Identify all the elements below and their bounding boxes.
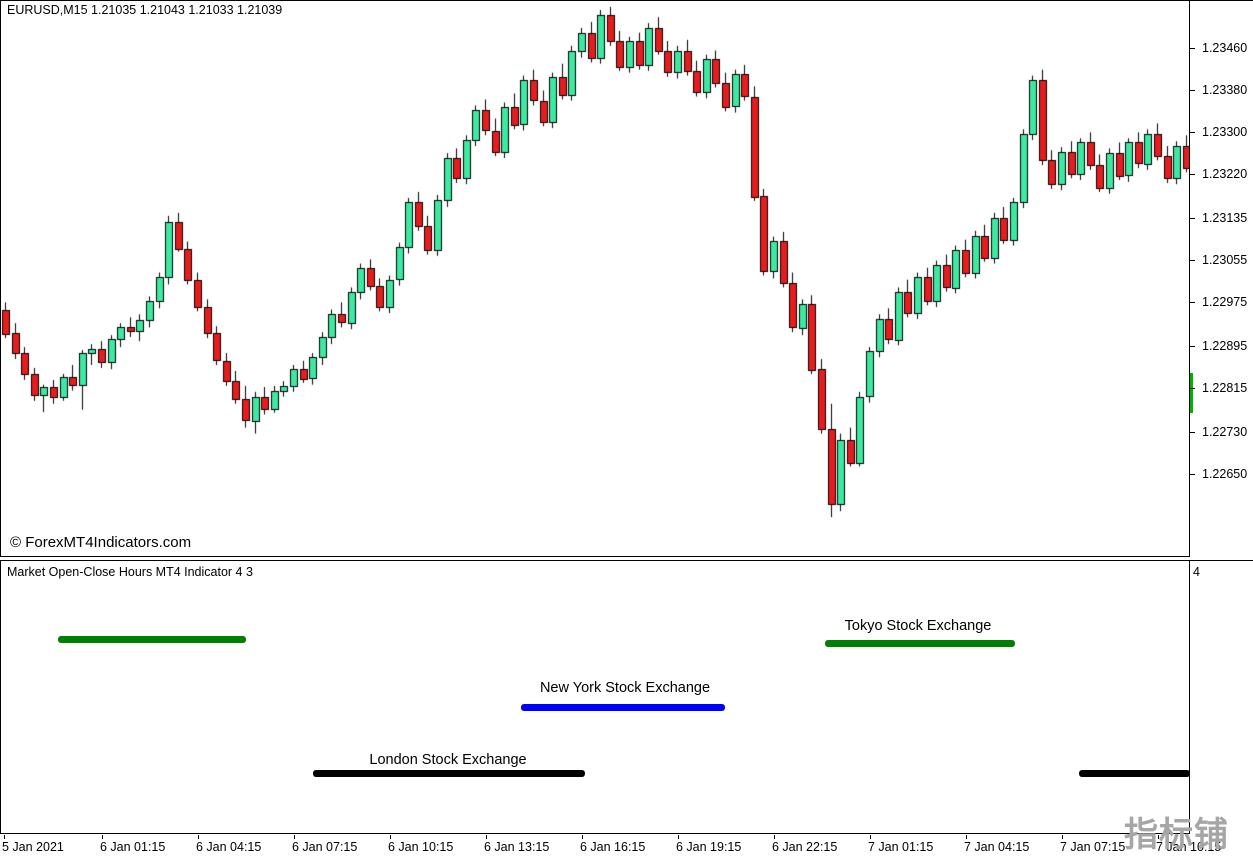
- price-axis-label: 1.22975: [1202, 295, 1248, 309]
- time-tick: [198, 835, 199, 839]
- price-chart-pane[interactable]: EURUSD,M15 1.21035 1.21043 1.21033 1.210…: [0, 0, 1190, 557]
- time-axis-label: 6 Jan 13:15: [484, 840, 550, 854]
- time-axis-label: 6 Jan 19:15: [676, 840, 742, 854]
- time-axis-label: 5 Jan 2021: [2, 840, 64, 854]
- session-bar[interactable]: [58, 636, 246, 643]
- time-axis-label: 7 Jan 04:15: [964, 840, 1030, 854]
- time-tick: [678, 835, 679, 839]
- price-axis-label: 1.22730: [1202, 425, 1248, 439]
- indicator-scale-label: 4: [1193, 565, 1200, 579]
- indicator-subwindow[interactable]: Market Open-Close Hours MT4 Indicator 4 …: [0, 560, 1190, 834]
- price-axis[interactable]: 1.23460 1.23380 1.23300 1.23220 1.23135 1.230…: [1190, 0, 1253, 557]
- current-price-marker: [1190, 373, 1193, 413]
- session-bar[interactable]: [521, 704, 725, 711]
- price-tick: [1190, 388, 1195, 389]
- price-axis-label: 1.23135: [1202, 211, 1248, 225]
- indicator-axis: 4: [1190, 560, 1253, 834]
- session-bar[interactable]: [1079, 770, 1189, 777]
- time-tick: [966, 835, 967, 839]
- price-axis-label: 1.23460: [1202, 41, 1248, 55]
- price-tick: [1190, 90, 1195, 91]
- price-tick: [1190, 474, 1195, 475]
- site-watermark: 指标铺: [1124, 815, 1229, 855]
- price-axis-label: 1.23380: [1202, 83, 1248, 97]
- time-axis-label: 7 Jan 07:15: [1060, 840, 1126, 854]
- time-tick: [294, 835, 295, 839]
- copyright-watermark: © ForexMT4Indicators.com: [10, 534, 192, 551]
- price-tick: [1190, 260, 1195, 261]
- time-axis-label: 6 Jan 16:15: [580, 840, 646, 854]
- price-tick: [1190, 346, 1195, 347]
- price-tick: [1190, 132, 1195, 133]
- time-tick: [4, 835, 5, 839]
- time-tick: [390, 835, 391, 839]
- indicator-title: Market Open-Close Hours MT4 Indicator 4 …: [7, 565, 253, 579]
- time-tick: [582, 835, 583, 839]
- time-tick: [486, 835, 487, 839]
- session-label: New York Stock Exchange: [539, 680, 711, 696]
- session-label: London Stock Exchange: [369, 752, 527, 768]
- price-axis-label: 1.23300: [1202, 125, 1248, 139]
- time-axis-label: 6 Jan 22:15: [772, 840, 838, 854]
- time-tick: [1158, 835, 1159, 839]
- time-tick: [1062, 835, 1063, 839]
- session-label: Tokyo Stock Exchange: [844, 618, 992, 634]
- time-tick: [774, 835, 775, 839]
- time-axis-label: 6 Jan 01:15: [100, 840, 166, 854]
- session-bar[interactable]: [313, 770, 585, 777]
- price-axis-label: 1.23055: [1202, 253, 1248, 267]
- time-axis-label: 6 Jan 04:15: [196, 840, 262, 854]
- time-axis-label: 7 Jan 10:15: [1156, 840, 1222, 854]
- time-axis[interactable]: 5 Jan 2021 6 Jan 01:15 6 Jan 04:15 6 Jan 07…: [0, 835, 1253, 862]
- time-tick: [870, 835, 871, 839]
- price-tick: [1190, 302, 1195, 303]
- price-tick: [1190, 432, 1195, 433]
- time-axis-label: 6 Jan 10:15: [388, 840, 454, 854]
- price-axis-label: 1.22650: [1202, 467, 1248, 481]
- price-tick: [1190, 174, 1195, 175]
- candlestick-canvas[interactable]: [1, 1, 1189, 556]
- symbol-header: EURUSD,M15 1.21035 1.21043 1.21033 1.210…: [7, 3, 283, 17]
- time-tick: [102, 835, 103, 839]
- price-axis-label: 1.22815: [1202, 381, 1248, 395]
- price-tick: [1190, 48, 1195, 49]
- session-bar[interactable]: [825, 640, 1015, 647]
- time-axis-label: 6 Jan 07:15: [292, 840, 358, 854]
- time-axis-label: 7 Jan 01:15: [868, 840, 934, 854]
- price-axis-label: 1.23220: [1202, 167, 1248, 181]
- price-tick: [1190, 218, 1195, 219]
- price-axis-label: 1.22895: [1202, 339, 1248, 353]
